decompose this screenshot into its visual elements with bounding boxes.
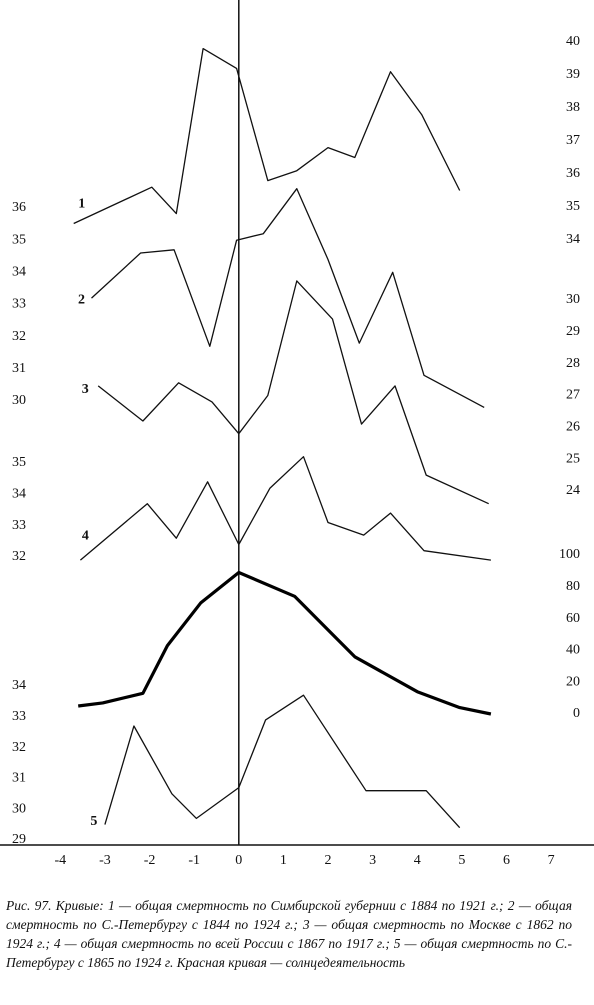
series-line <box>97 280 489 505</box>
y-tick-label: 40 <box>566 643 580 658</box>
y-tick-label: 24 <box>566 483 580 498</box>
y-tick-label: 36 <box>566 166 580 181</box>
series-line <box>91 188 485 408</box>
activity-line <box>77 570 492 716</box>
y-tick-label: 30 <box>12 393 26 408</box>
x-tick-label: -3 <box>99 853 111 868</box>
y-tick-label: 26 <box>566 420 580 435</box>
series-label: 2 <box>78 292 85 307</box>
x-tick-label: 3 <box>369 853 376 868</box>
y-tick-label: 25 <box>566 451 580 466</box>
y-tick-label: 20 <box>566 674 580 689</box>
y-tick-label: 32 <box>12 329 26 344</box>
figure-caption: Рис. 97. Кривые: 1 — общая смертность по… <box>6 898 572 970</box>
y-tick-label: 39 <box>566 67 580 82</box>
y-tick-label: 31 <box>12 361 26 376</box>
y-tick-label: 31 <box>12 771 26 786</box>
y-tick-label: 35 <box>12 232 26 247</box>
x-tick-label: 6 <box>503 853 510 868</box>
chart: -4 -3 -2 -1 0 1 2 3 4 5 6 7343536373839403031323334… <box>0 0 594 868</box>
y-tick-label: 34 <box>12 678 26 693</box>
series-line <box>104 694 461 829</box>
y-tick-label: 35 <box>566 199 580 214</box>
y-tick-label: 32 <box>12 549 26 564</box>
y-tick-label: 29 <box>566 324 580 339</box>
series-label: 4 <box>82 528 89 543</box>
y-tick-label: 33 <box>12 518 26 533</box>
y-tick-label: 40 <box>566 34 580 49</box>
y-tick-label: 29 <box>12 832 26 847</box>
y-tick-label: 38 <box>566 100 580 115</box>
y-tick-label: 33 <box>12 297 26 312</box>
x-tick-label: 2 <box>325 853 332 868</box>
y-tick-label: 32 <box>12 740 26 755</box>
y-tick-label: 28 <box>566 356 580 371</box>
x-tick-label: -2 <box>144 853 156 868</box>
x-tick-label: 1 <box>280 853 287 868</box>
y-tick-label: 80 <box>566 579 580 594</box>
x-tick-label: -4 <box>54 853 66 868</box>
x-tick-label: -1 <box>188 853 200 868</box>
series-line <box>79 456 491 561</box>
x-tick-label: 0 <box>235 853 242 868</box>
x-tick-label: 4 <box>414 853 421 868</box>
y-tick-label: 34 <box>12 487 26 502</box>
y-tick-label: 35 <box>12 455 26 470</box>
y-tick-label: 30 <box>12 801 26 816</box>
series-line <box>73 47 461 225</box>
y-tick-label: 34 <box>566 232 580 247</box>
y-tick-label: 33 <box>12 709 26 724</box>
y-tick-label: 27 <box>566 388 580 403</box>
y-tick-label: 37 <box>566 133 580 148</box>
y-tick-label: 36 <box>12 200 26 215</box>
series-label: 5 <box>90 814 97 829</box>
y-tick-label: 100 <box>559 547 580 562</box>
series-label: 3 <box>82 382 89 397</box>
y-tick-label: 60 <box>566 611 580 626</box>
x-tick-label: 7 <box>548 853 555 868</box>
y-tick-label: 0 <box>573 706 580 721</box>
x-tick-label: 5 <box>458 853 465 868</box>
y-tick-label: 34 <box>12 265 26 280</box>
series-label: 1 <box>78 197 85 212</box>
y-tick-label: 30 <box>566 292 580 307</box>
